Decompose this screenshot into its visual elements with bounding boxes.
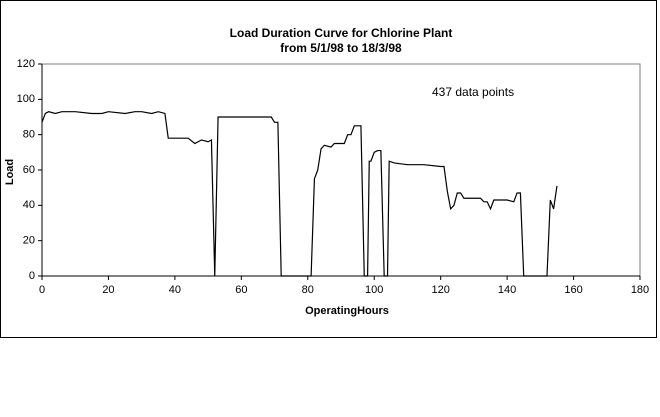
data-line [41,111,558,277]
y-tick-label: 80 [23,129,35,141]
x-tick-label: 100 [365,284,383,296]
chart-title: Load Duration Curve for Chlorine Plant [230,26,453,40]
y-axis-label: Load [4,159,16,185]
y-tick-label: 0 [29,270,35,282]
y-tick-label: 120 [17,58,35,70]
x-axis-label: OperatingHours [305,305,389,317]
x-tick-label: 120 [431,284,449,296]
x-tick-label: 0 [39,284,45,296]
y-tick-label: 20 [23,235,35,247]
x-tick-label: 140 [498,284,516,296]
x-tick-label: 180 [631,284,649,296]
x-tick-label: 160 [564,284,582,296]
y-tick-label: 40 [23,199,35,211]
annotation: 437 data points [432,85,514,99]
chart-subtitle: from 5/1/98 to 18/3/98 [280,41,402,55]
x-tick-label: 80 [302,284,314,296]
y-tick-label: 60 [23,164,35,176]
x-tick-label: 60 [235,284,247,296]
y-tick-label: 100 [17,93,35,105]
chart-frame [0,0,657,338]
x-tick-label: 40 [169,284,181,296]
x-tick-label: 20 [102,284,114,296]
